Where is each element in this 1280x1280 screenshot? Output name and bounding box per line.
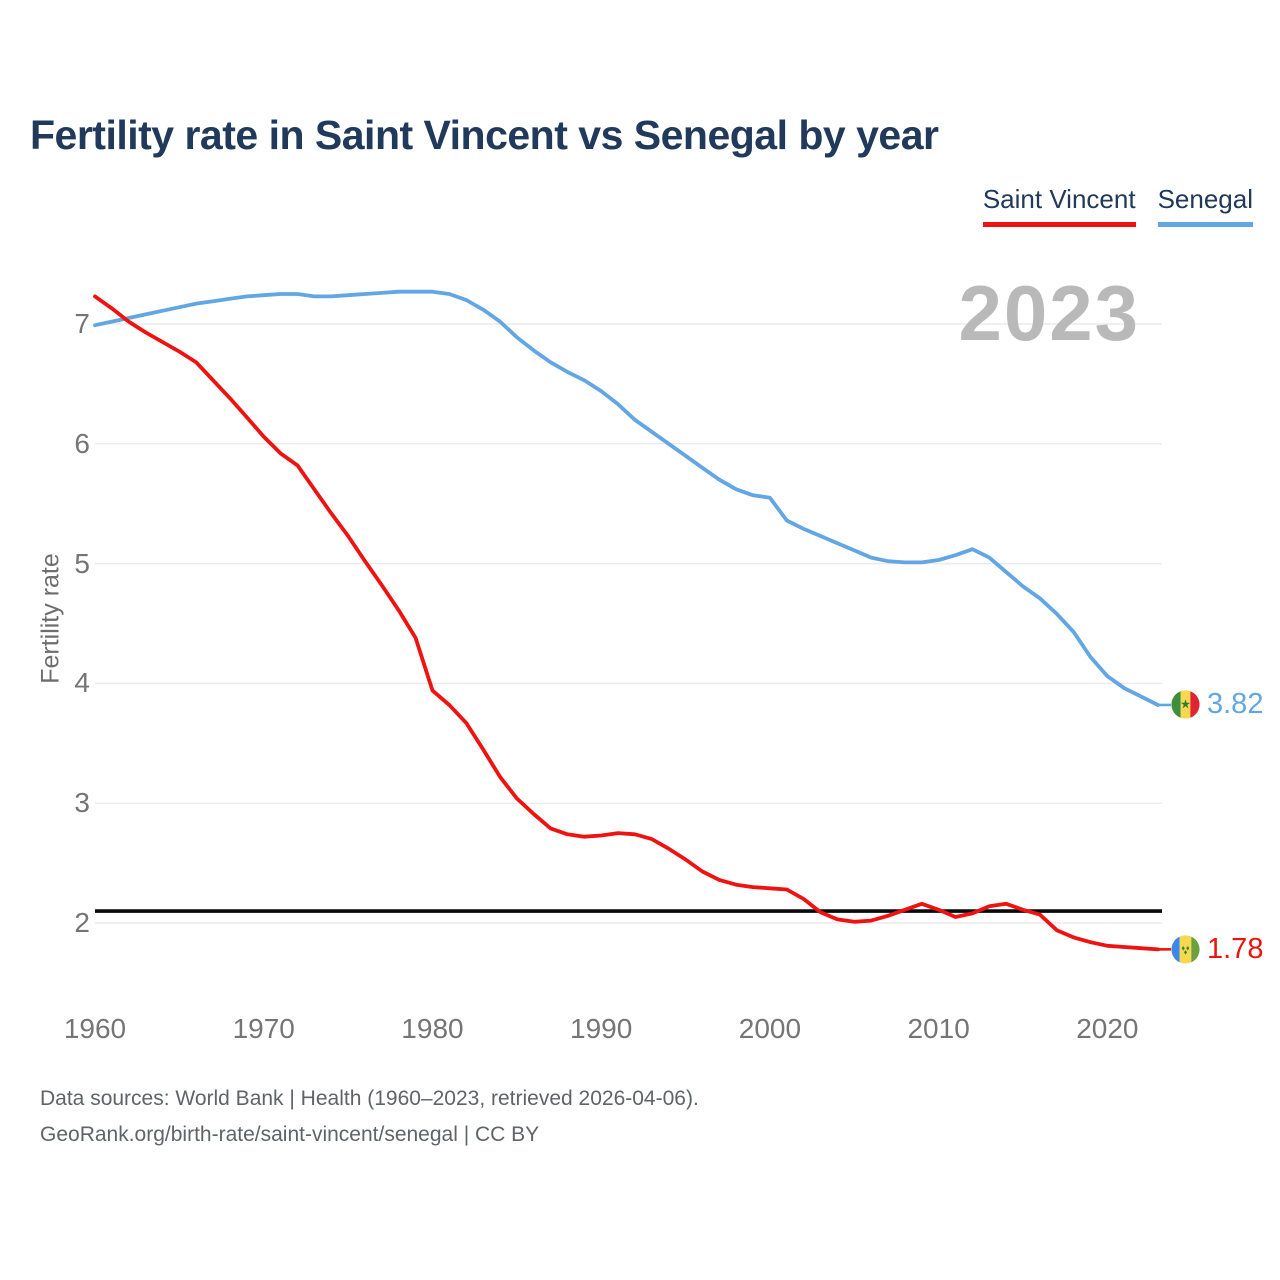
y-tick-label: 3 (74, 787, 90, 819)
senegal-flag-icon (1171, 690, 1200, 720)
page-title: Fertility rate in Saint Vincent vs Seneg… (30, 112, 939, 158)
legend-item-senegal[interactable]: Senegal (1157, 184, 1253, 227)
saint-vincent-end-label: 1.78 (1171, 932, 1264, 965)
footer-sources: Data sources: World Bank | Health (1960–… (40, 1087, 699, 1110)
saint-vincent-end-value: 1.78 (1207, 932, 1264, 965)
senegal-line (93, 289, 1160, 707)
x-tick-label: 2020 (1076, 1013, 1139, 1044)
footer: Data sources: World Bank | Health (1960–… (40, 1081, 699, 1153)
y-tick-label: 7 (74, 308, 90, 339)
x-tick-label: 1960 (63, 1013, 127, 1044)
x-tick-label: 1980 (401, 1013, 464, 1044)
saint-vincent-flag-icon (1171, 935, 1200, 964)
x-tick-label: 1970 (232, 1013, 295, 1044)
y-axis-title: Fertility rate (36, 553, 65, 684)
x-tick-label: 2010 (907, 1013, 970, 1044)
x-tick-label: 1990 (570, 1013, 633, 1044)
legend-item-saint-vincent[interactable]: Saint Vincent (982, 184, 1136, 227)
y-tick-label: 5 (74, 547, 90, 579)
y-tick-label: 6 (74, 427, 90, 459)
year-watermark: 2023 (958, 269, 1140, 357)
saint-vincent-line (93, 294, 1160, 952)
senegal-end-value: 3.82 (1207, 688, 1264, 721)
legend: Saint Vincent Senegal (982, 184, 1253, 227)
footer-attribution: GeoRank.org/birth-rate/saint-vincent/sen… (40, 1123, 540, 1146)
x-tick-label: 2000 (738, 1013, 802, 1044)
senegal-end-label: 3.82 (1171, 688, 1264, 721)
y-tick-label: 2 (74, 907, 90, 938)
y-tick-label: 4 (74, 667, 90, 699)
